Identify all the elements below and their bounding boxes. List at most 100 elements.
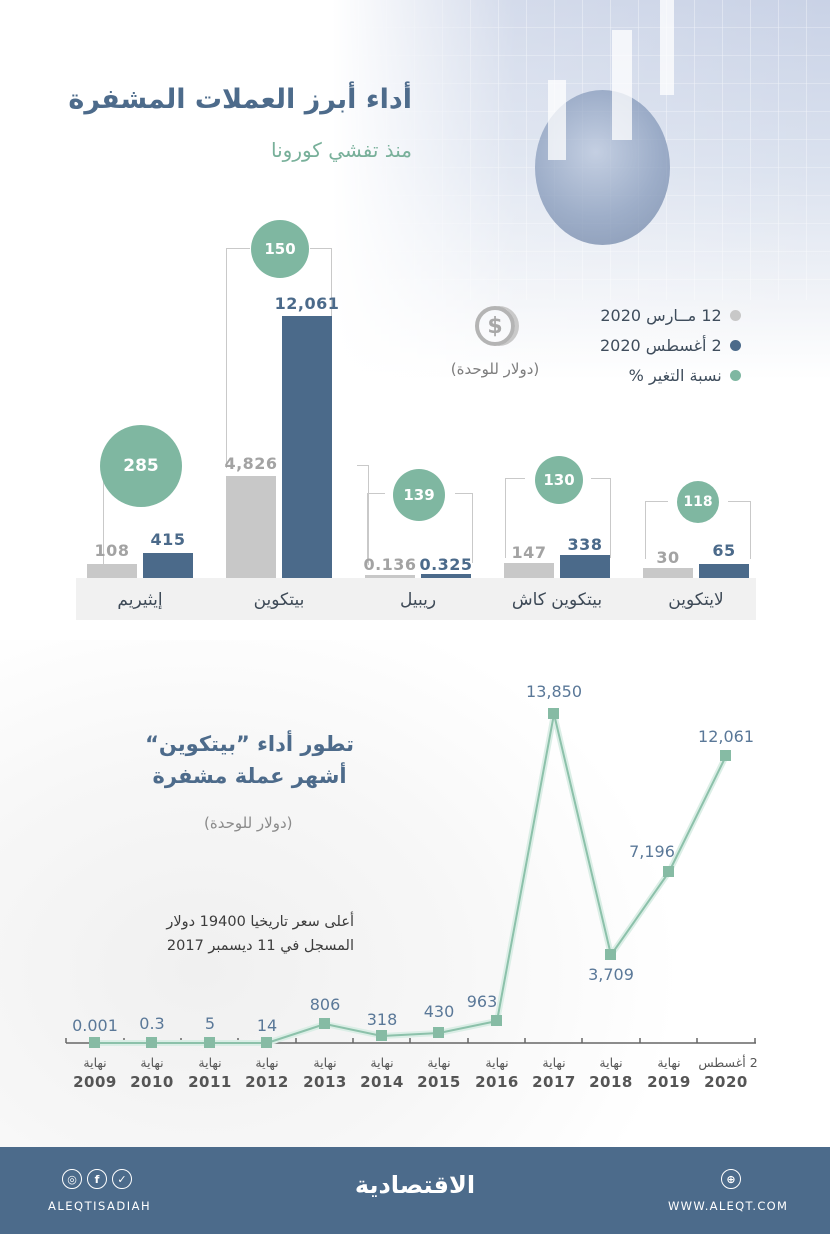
- note-line2: المسجل في 11 ديسمبر 2017: [166, 938, 354, 954]
- x-label-prefix: نهاية: [83, 1055, 107, 1070]
- note-line1: أعلى سعر تاريخيا 19400 دولار: [166, 914, 354, 930]
- instagram-icon[interactable]: ◎: [62, 1169, 82, 1189]
- bar-august: [143, 553, 193, 578]
- value-march: 147: [511, 543, 547, 562]
- value-march: 0.136: [363, 555, 417, 574]
- x-label-prefix: نهاية: [657, 1055, 681, 1070]
- x-label-prefix: نهاية: [313, 1055, 337, 1070]
- x-label-year: 2011: [188, 1073, 232, 1091]
- point-value: 0.3: [139, 1014, 165, 1033]
- x-label-year: 2009: [73, 1073, 117, 1091]
- point-value: 3,709: [588, 965, 634, 984]
- point-value: 5: [204, 1014, 216, 1033]
- point-value: 0.001: [72, 1016, 118, 1035]
- point-value: 12,061: [698, 727, 754, 746]
- bar-august: [699, 564, 749, 578]
- legend-dot-icon: [729, 309, 741, 321]
- x-label-prefix: نهاية: [485, 1055, 509, 1070]
- dollar-coin-icon: $: [475, 306, 515, 346]
- chart-legend: 12 مــارس 2020 2 أغسطس 2020 نسبة التغير …: [600, 300, 741, 390]
- x-label-prefix: نهاية: [599, 1055, 623, 1070]
- value-august: 0.325: [419, 555, 473, 574]
- x-label-prefix: نهاية: [140, 1055, 164, 1070]
- unit-block: $ (دولار للوحدة): [440, 306, 550, 378]
- line-chart-title-line2: أشهر عملة مشفرة: [152, 764, 347, 788]
- x-label-year: 2020: [704, 1073, 748, 1091]
- x-label-year: 2014: [360, 1073, 404, 1091]
- footer: ◎ f ✓ ALEQTISADIAH الاقتصادية ⊕ WWW.ALEQ…: [0, 1147, 830, 1234]
- value-august: 12,061: [274, 294, 340, 313]
- category-label: إيثيريم: [117, 590, 163, 610]
- line-section-background: [0, 640, 830, 1150]
- x-label-year: 2010: [130, 1073, 174, 1091]
- point-value: 14: [256, 1016, 278, 1035]
- point-value: 963: [466, 992, 498, 1011]
- x-label-prefix: نهاية: [198, 1055, 222, 1070]
- category-label-strip: [76, 578, 756, 620]
- bar-march: [226, 476, 276, 578]
- point-value: 430: [423, 1002, 455, 1021]
- x-label-year: 2018: [589, 1073, 633, 1091]
- decor-bar: [612, 30, 632, 140]
- x-label-year: 2015: [417, 1073, 461, 1091]
- point-value: 7,196: [629, 842, 675, 861]
- all-time-high-note: أعلى سعر تاريخيا 19400 دولار المسجل في 1…: [166, 910, 354, 958]
- decor-bar: [660, 0, 674, 95]
- bar-august: [421, 574, 471, 578]
- x-label-prefix: نهاية: [542, 1055, 566, 1070]
- category-label: لايتكوين: [668, 590, 724, 610]
- x-label-prefix: نهاية: [427, 1055, 451, 1070]
- line-chart-unit: (دولار للوحدة): [204, 814, 293, 832]
- globe-icon[interactable]: ⊕: [721, 1169, 741, 1189]
- social-links: ◎ f ✓: [62, 1169, 132, 1189]
- bar-march: [504, 563, 554, 578]
- value-august: 338: [567, 535, 603, 554]
- decor-bar: [548, 80, 566, 160]
- x-label-year: 2016: [475, 1073, 519, 1091]
- change-badge: 130: [535, 456, 583, 504]
- change-badge: 118: [677, 481, 719, 523]
- facebook-icon[interactable]: f: [87, 1169, 107, 1189]
- point-value: 13,850: [526, 682, 582, 701]
- legend-item-march: 12 مــارس 2020: [600, 300, 741, 330]
- page-subtitle: منذ تفشي كورونا: [271, 138, 412, 162]
- change-badge: 150: [251, 220, 309, 278]
- legend-label: نسبة التغير %: [628, 365, 722, 385]
- brand-logo: الاقتصادية: [354, 1171, 476, 1199]
- category-label: بيتكوين: [253, 590, 305, 610]
- legend-dot-icon: [729, 369, 741, 381]
- data-point-markers: [89, 708, 731, 1048]
- point-value: 806: [309, 995, 341, 1014]
- category-label: بيتكوين كاش: [511, 590, 603, 610]
- line-chart: [65, 708, 756, 1048]
- unit-text: (دولار للوحدة): [450, 360, 540, 378]
- change-badge: 285: [100, 425, 182, 507]
- line-chart-title-line1: تطور أداء ”بيتكوين“: [145, 732, 354, 756]
- x-label-year: 2017: [532, 1073, 576, 1091]
- legend-dot-icon: [729, 339, 741, 351]
- x-label-year: 2012: [245, 1073, 289, 1091]
- bracket-cap: [357, 465, 369, 466]
- point-value: 318: [366, 1010, 398, 1029]
- bar-august: [560, 555, 610, 578]
- category-label: ريبيل: [399, 590, 437, 610]
- bar-march: [643, 568, 693, 578]
- value-march: 30: [656, 548, 680, 567]
- social-handle[interactable]: ALEQTISADIAH: [48, 1199, 152, 1213]
- value-march: 4,826: [224, 454, 278, 473]
- value-august: 415: [150, 530, 186, 549]
- bar-march: [87, 564, 137, 578]
- change-badge: 139: [393, 469, 445, 521]
- price-line: [95, 711, 729, 1046]
- value-march: 108: [94, 541, 130, 560]
- x-label-prefix: نهاية: [255, 1055, 279, 1070]
- bar-march: [365, 575, 415, 578]
- legend-item-august: 2 أغسطس 2020: [600, 330, 741, 360]
- header-background: [0, 0, 830, 380]
- twitter-icon[interactable]: ✓: [112, 1169, 132, 1189]
- price-line-stroke: [95, 713, 727, 1044]
- page-title: أداء أبرز العملات المشفرة: [68, 84, 412, 115]
- x-label-prefix: 2 أغسطس: [698, 1055, 758, 1070]
- website-link[interactable]: WWW.ALEQT.COM: [668, 1199, 789, 1213]
- x-label-year: 2013: [303, 1073, 347, 1091]
